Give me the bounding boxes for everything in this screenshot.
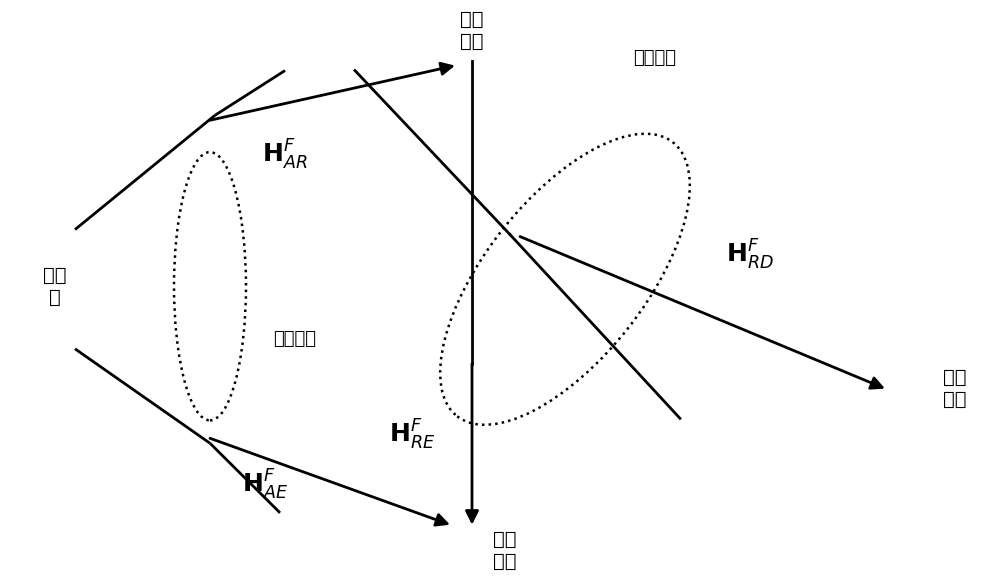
Text: $\mathbf{H}^F_{AR}$: $\mathbf{H}^F_{AR}$ xyxy=(262,138,308,172)
Text: 窃听
节点: 窃听 节点 xyxy=(493,530,517,571)
Text: $\mathbf{H}^F_{RE}$: $\mathbf{H}^F_{RE}$ xyxy=(389,418,435,452)
Text: $\mathbf{H}^F_{RD}$: $\mathbf{H}^F_{RD}$ xyxy=(726,237,774,271)
Text: 源节
点: 源节 点 xyxy=(43,266,67,306)
Text: 中继
节点: 中继 节点 xyxy=(460,10,484,51)
Text: 第二阶段: 第二阶段 xyxy=(634,48,676,67)
Text: 第一阶段: 第一阶段 xyxy=(274,330,316,348)
Text: $\mathbf{H}^F_{AE}$: $\mathbf{H}^F_{AE}$ xyxy=(242,468,288,502)
Text: 目的
节点: 目的 节点 xyxy=(943,368,967,409)
